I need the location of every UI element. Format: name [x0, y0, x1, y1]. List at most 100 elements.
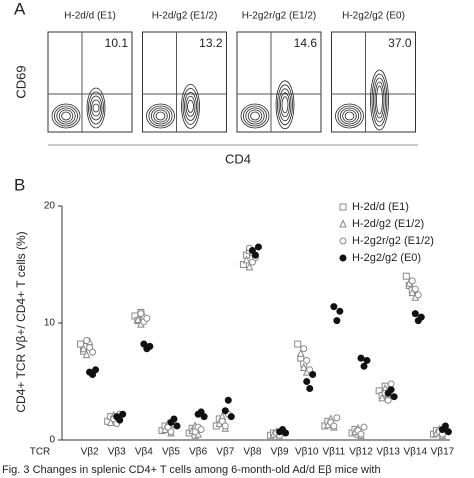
point — [357, 354, 365, 362]
point — [227, 413, 235, 421]
caption: Fig. 3 Changes in splenic CD4+ T cells a… — [2, 464, 381, 476]
plot-frame — [142, 31, 227, 133]
legend-label: H-2g2r/g2 (E1/2) — [352, 235, 434, 247]
contour — [280, 92, 290, 118]
plot-title: H-2d/g2 (E1/2) — [152, 11, 218, 22]
contour — [153, 109, 168, 123]
contour — [181, 84, 200, 129]
point — [363, 356, 371, 364]
contour — [240, 103, 270, 129]
y-tick-label: 20 — [44, 201, 56, 212]
x-tick-label: Vβ2 — [81, 447, 99, 458]
point — [137, 310, 145, 318]
contour — [275, 80, 295, 130]
point — [82, 349, 91, 359]
point — [357, 430, 365, 438]
plot-frame — [236, 31, 322, 133]
x-tick-label: Vβ9 — [271, 447, 289, 458]
point — [245, 262, 254, 271]
point — [89, 348, 97, 356]
point — [167, 428, 175, 436]
point — [330, 422, 338, 430]
point — [134, 314, 142, 323]
y-tick-label: 10 — [44, 318, 56, 329]
point — [116, 416, 124, 424]
percent-label: 14.6 — [294, 36, 318, 50]
contour — [281, 96, 289, 114]
point — [170, 415, 178, 423]
point — [200, 413, 208, 421]
contour — [370, 69, 389, 131]
contour — [335, 103, 364, 129]
contour — [56, 107, 76, 125]
contour — [337, 105, 362, 127]
contour — [339, 107, 360, 125]
x-axis-label: CD4 — [225, 151, 251, 166]
point — [390, 393, 398, 401]
x-tick-label: Vβ17 — [431, 447, 455, 458]
x-tick-label: Vβ7 — [216, 447, 234, 458]
point — [254, 243, 262, 251]
y-axis-label: CD4+ TCR Vβ+/ CD4+ T cells (%) — [14, 231, 28, 412]
point — [294, 340, 302, 348]
point — [221, 407, 229, 415]
percent-label: 37.0 — [388, 36, 412, 50]
point — [146, 342, 154, 350]
contour — [184, 92, 197, 121]
point — [221, 422, 229, 430]
x-tick-label: Vβ3 — [108, 447, 126, 458]
panel-label: B — [14, 175, 25, 194]
x-tick-label: Vβ5 — [162, 447, 180, 458]
x-tick-label: Vβ10 — [295, 447, 319, 458]
point — [303, 378, 311, 385]
contour — [148, 105, 173, 127]
point — [333, 414, 341, 422]
point — [239, 261, 247, 268]
point — [408, 287, 417, 297]
contour — [182, 88, 199, 125]
contour — [58, 109, 74, 123]
point — [83, 337, 91, 345]
contour — [61, 111, 71, 121]
point — [414, 291, 422, 299]
point — [303, 356, 311, 364]
point — [339, 237, 347, 245]
contour — [344, 111, 355, 121]
point — [299, 362, 308, 371]
point — [79, 344, 88, 353]
point — [411, 285, 419, 293]
point — [378, 393, 386, 402]
contour — [89, 95, 103, 121]
point — [309, 370, 317, 378]
point — [384, 396, 392, 404]
point — [387, 386, 395, 394]
point — [119, 410, 127, 418]
point — [197, 425, 205, 433]
contour — [150, 107, 171, 125]
plot-title: H-2g2/g2 (E0) — [342, 11, 405, 22]
contour — [247, 109, 263, 123]
contour — [91, 99, 101, 117]
legend-label: H-2d/d (E1) — [352, 201, 409, 213]
y-axis-label: CD69 — [13, 65, 28, 98]
point — [360, 362, 368, 370]
point — [282, 429, 290, 437]
contour — [245, 107, 265, 125]
plot-title: H-2d/d (E1) — [64, 11, 116, 22]
legend-label: H-2g2/g2 (E0) — [352, 252, 421, 264]
contour — [146, 103, 175, 129]
point — [242, 255, 251, 264]
point — [441, 422, 449, 430]
point — [417, 313, 425, 321]
contour — [187, 100, 194, 113]
contour — [185, 96, 196, 117]
plot-frame — [47, 31, 133, 133]
percent-label: 10.1 — [105, 36, 129, 50]
contour — [242, 105, 267, 127]
point — [173, 422, 181, 430]
panel-label: A — [14, 0, 26, 18]
point — [339, 219, 347, 228]
point — [333, 317, 341, 325]
contour — [277, 84, 293, 126]
point — [300, 345, 308, 353]
